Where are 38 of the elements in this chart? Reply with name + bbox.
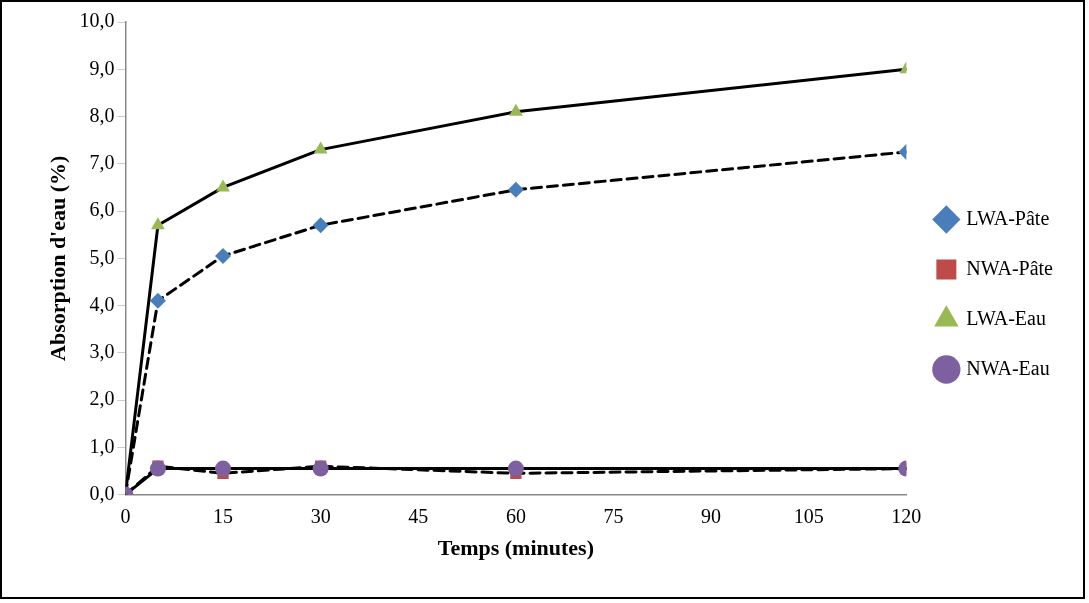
legend-label: NWA-Eau xyxy=(966,356,1050,379)
y-tick-label: 4,0 xyxy=(89,292,115,315)
point xyxy=(151,217,165,230)
y-tick-label: 8,0 xyxy=(89,103,115,126)
legend-label: LWA-Eau xyxy=(966,306,1046,329)
point xyxy=(313,141,328,154)
point xyxy=(312,460,329,477)
legend-label: NWA-Pâte xyxy=(966,256,1054,279)
y-tick-label: 0,0 xyxy=(89,481,115,504)
y-tick-label: 1,0 xyxy=(89,434,115,457)
point xyxy=(507,460,524,477)
point xyxy=(149,292,166,309)
x-tick-label: 60 xyxy=(505,504,526,527)
y-tick-label: 6,0 xyxy=(89,198,115,221)
legend-label: LWA-Pâte xyxy=(966,206,1050,229)
x-axis-title: Temps (minutes) xyxy=(437,535,595,561)
point xyxy=(216,179,230,192)
point xyxy=(507,181,524,198)
point xyxy=(215,247,232,264)
x-tick-label: 105 xyxy=(793,504,824,527)
y-tick-label: 10,0 xyxy=(79,9,115,32)
x-tick-label: 75 xyxy=(603,504,624,527)
x-tick-label: 15 xyxy=(213,504,234,527)
x-tick-label: 0 xyxy=(120,504,131,527)
x-tick-label: 120 xyxy=(891,504,922,527)
x-tick-label: 90 xyxy=(701,504,722,527)
point xyxy=(149,460,166,477)
y-tick-label: 2,0 xyxy=(89,387,115,410)
y-axis-title: Absorption d'eau (%) xyxy=(44,155,70,361)
y-tick-label: 9,0 xyxy=(89,56,115,79)
x-tick-label: 30 xyxy=(310,504,331,527)
x-tick-label: 45 xyxy=(408,504,429,527)
point xyxy=(508,103,523,116)
y-tick-label: 5,0 xyxy=(89,245,115,268)
point xyxy=(312,217,329,234)
y-tick-label: 3,0 xyxy=(89,340,115,363)
point xyxy=(215,460,232,477)
y-tick-label: 7,0 xyxy=(89,151,115,174)
